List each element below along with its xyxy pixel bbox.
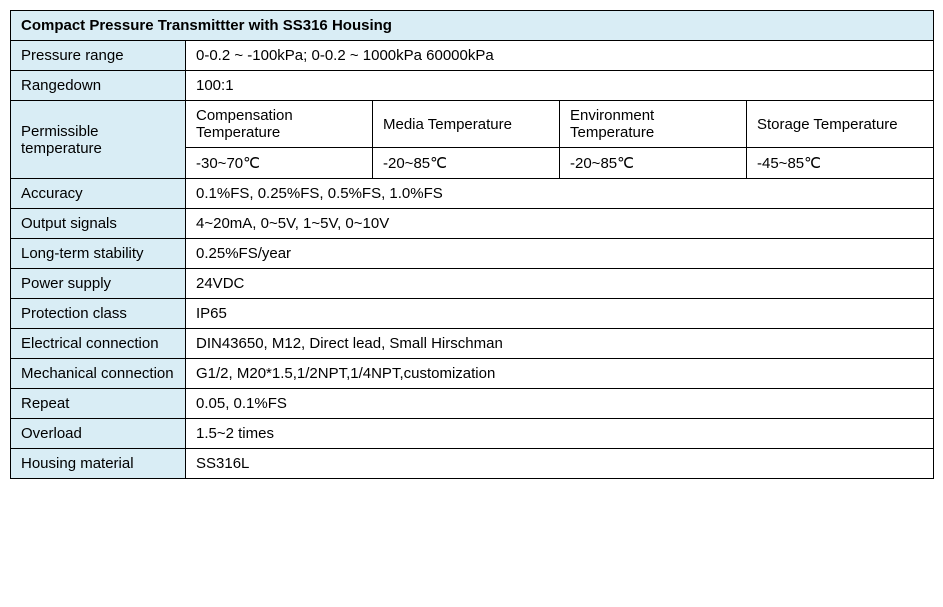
label-repeat: Repeat [11, 389, 186, 419]
row-rangedown: Rangedown 100:1 [11, 71, 934, 101]
row-power-supply: Power supply 24VDC [11, 269, 934, 299]
value-rangedown: 100:1 [186, 71, 934, 101]
label-pressure-range: Pressure range [11, 41, 186, 71]
value-repeat: 0.05, 0.1%FS [186, 389, 934, 419]
row-output-signals: Output signals 4~20mA, 0~5V, 1~5V, 0~10V [11, 209, 934, 239]
label-output-signals: Output signals [11, 209, 186, 239]
subvalue-storage: -45~85℃ [747, 148, 934, 179]
value-electrical-connection: DIN43650, M12, Direct lead, Small Hirsch… [186, 329, 934, 359]
value-mechanical-connection: G1/2, M20*1.5,1/2NPT,1/4NPT,customizatio… [186, 359, 934, 389]
label-protection-class: Protection class [11, 299, 186, 329]
label-power-supply: Power supply [11, 269, 186, 299]
label-mechanical-connection: Mechanical connection [11, 359, 186, 389]
subvalue-media: -20~85℃ [373, 148, 560, 179]
label-electrical-connection: Electrical connection [11, 329, 186, 359]
value-housing-material: SS316L [186, 449, 934, 479]
spec-table: Compact Pressure Transmittter with SS316… [10, 10, 934, 479]
label-long-term-stability: Long-term stability [11, 239, 186, 269]
subheader-compensation: Compensation Temperature [186, 101, 373, 148]
label-overload: Overload [11, 419, 186, 449]
row-overload: Overload 1.5~2 times [11, 419, 934, 449]
subvalue-compensation: -30~70℃ [186, 148, 373, 179]
subheader-storage: Storage Temperature [747, 101, 934, 148]
subvalue-environment: -20~85℃ [560, 148, 747, 179]
value-accuracy: 0.1%FS, 0.25%FS, 0.5%FS, 1.0%FS [186, 179, 934, 209]
value-protection-class: IP65 [186, 299, 934, 329]
label-rangedown: Rangedown [11, 71, 186, 101]
value-pressure-range: 0-0.2 ~ -100kPa; 0-0.2 ~ 1000kPa 60000kP… [186, 41, 934, 71]
row-pressure-range: Pressure range 0-0.2 ~ -100kPa; 0-0.2 ~ … [11, 41, 934, 71]
value-power-supply: 24VDC [186, 269, 934, 299]
title-row: Compact Pressure Transmittter with SS316… [11, 11, 934, 41]
table-title: Compact Pressure Transmittter with SS316… [11, 11, 934, 41]
row-electrical-connection: Electrical connection DIN43650, M12, Dir… [11, 329, 934, 359]
row-repeat: Repeat 0.05, 0.1%FS [11, 389, 934, 419]
subheader-environment: Environment Temperature [560, 101, 747, 148]
row-housing-material: Housing material SS316L [11, 449, 934, 479]
value-output-signals: 4~20mA, 0~5V, 1~5V, 0~10V [186, 209, 934, 239]
value-long-term-stability: 0.25%FS/year [186, 239, 934, 269]
subheader-media: Media Temperature [373, 101, 560, 148]
row-accuracy: Accuracy 0.1%FS, 0.25%FS, 0.5%FS, 1.0%FS [11, 179, 934, 209]
label-housing-material: Housing material [11, 449, 186, 479]
row-long-term-stability: Long-term stability 0.25%FS/year [11, 239, 934, 269]
row-permissible-temp-headers: Permissible temperature Compensation Tem… [11, 101, 934, 148]
label-permissible-temperature: Permissible temperature [11, 101, 186, 179]
value-overload: 1.5~2 times [186, 419, 934, 449]
row-mechanical-connection: Mechanical connection G1/2, M20*1.5,1/2N… [11, 359, 934, 389]
label-accuracy: Accuracy [11, 179, 186, 209]
row-protection-class: Protection class IP65 [11, 299, 934, 329]
